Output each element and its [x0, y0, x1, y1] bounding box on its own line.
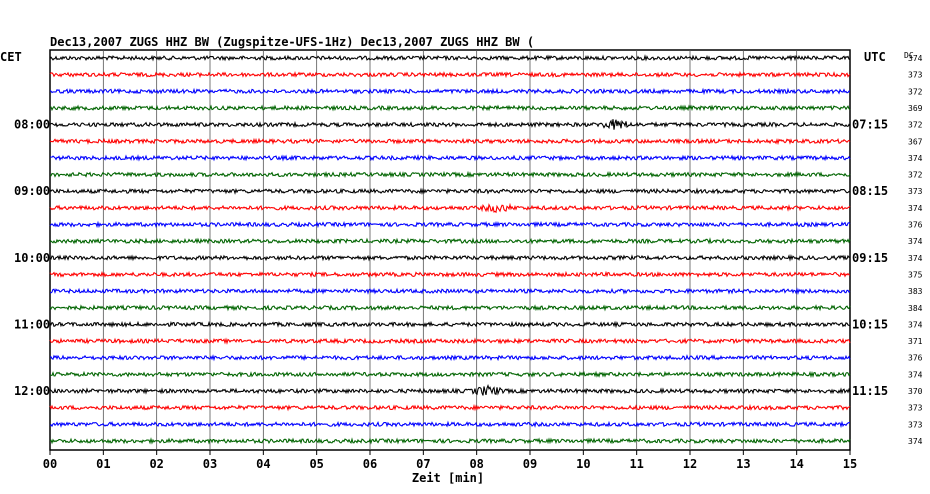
trace-row-0 — [49, 54, 851, 62]
dc-value: 374 — [908, 254, 923, 263]
right-hour-label: 07:15 — [852, 118, 888, 132]
x-tick-label: 08 — [469, 457, 483, 471]
dc-value: 374 — [908, 237, 923, 246]
right-hour-label: 11:15 — [852, 384, 888, 398]
chart-title: Dec13,2007 ZUGS HHZ BW (Zugspitze-UFS-1H… — [50, 35, 534, 49]
trace-row-21 — [49, 403, 851, 412]
x-tick-label: 07 — [416, 457, 430, 471]
left-timezone-label: CET — [0, 50, 22, 64]
dc-value: 383 — [908, 287, 923, 296]
right-hour-label: 09:15 — [852, 251, 888, 265]
dc-value: 369 — [908, 104, 923, 113]
dc-value: 373 — [908, 420, 923, 429]
dc-value: 376 — [908, 221, 923, 230]
trace-row-14 — [49, 287, 851, 296]
trace-row-11 — [49, 237, 851, 245]
dc-value: 374 — [908, 437, 923, 446]
x-tick-label: 11 — [629, 457, 643, 471]
dc-value: 373 — [908, 71, 923, 80]
trace-row-4 — [49, 119, 851, 130]
dc-value: 375 — [908, 270, 923, 279]
trace-row-1 — [49, 70, 851, 79]
grid-lines — [102, 50, 798, 450]
trace-row-20 — [49, 384, 851, 396]
trace-row-3 — [49, 104, 851, 112]
dc-value: 372 — [908, 87, 923, 96]
trace-row-18 — [49, 354, 851, 362]
x-tick-label: 01 — [96, 457, 110, 471]
dc-value: 384 — [908, 304, 923, 313]
dc-value: 374 — [908, 370, 923, 379]
trace-row-19 — [49, 370, 851, 379]
trace-row-23 — [49, 437, 851, 445]
trace-row-9 — [49, 202, 851, 214]
trace-rows — [49, 54, 851, 445]
trace-row-10 — [49, 220, 851, 229]
x-tick-label: 14 — [789, 457, 803, 471]
left-hour-label: 11:00 — [14, 317, 50, 331]
right-hour-labels: 07:15 08:15 09:15 10:15 11:15 — [852, 118, 888, 398]
trace-row-13 — [49, 270, 851, 278]
right-hour-label: 08:15 — [852, 184, 888, 198]
left-hour-label: 09:00 — [14, 184, 50, 198]
plot-frame — [49, 49, 851, 451]
dc-value: 374 — [908, 154, 923, 163]
plot-border — [49, 49, 851, 451]
x-tick-label: 13 — [736, 457, 750, 471]
dc-value: 371 — [908, 337, 923, 346]
x-tick-label: 10 — [576, 457, 590, 471]
dc-value: 370 — [908, 387, 923, 396]
trace-row-22 — [49, 420, 851, 429]
dc-value: 374 — [908, 320, 923, 329]
x-tick-label: 06 — [363, 457, 377, 471]
trace-row-17 — [49, 337, 851, 345]
x-tick-label: 03 — [203, 457, 217, 471]
left-hour-label: 12:00 — [14, 384, 50, 398]
dc-value: 374 — [908, 204, 923, 213]
x-tick-label: 12 — [683, 457, 697, 471]
dc-value: 373 — [908, 404, 923, 413]
x-axis: 00 01 02 03 04 05 06 07 08 09 10 11 12 13 14 15 — [43, 450, 857, 471]
left-hour-labels: 08:00 09:00 10:00 11:00 12:00 — [14, 118, 50, 398]
dc-column-label: DC — [904, 51, 914, 60]
trace-row-2 — [49, 87, 851, 96]
x-tick-label: 15 — [843, 457, 857, 471]
x-tick-label: 02 — [149, 457, 163, 471]
dc-value: 374 — [908, 54, 923, 63]
trace-row-16 — [49, 320, 851, 329]
trace-row-5 — [49, 137, 851, 146]
dc-value: 376 — [908, 354, 923, 363]
right-timezone-label: UTC — [864, 50, 886, 64]
x-tick-label: 05 — [309, 457, 323, 471]
right-hour-label: 10:15 — [852, 317, 888, 331]
dc-value: 372 — [908, 171, 923, 180]
x-tick-label: 00 — [43, 457, 57, 471]
x-axis-label: Zeit [min] — [412, 471, 484, 485]
dc-values: 374 373 372 369 372 367 374 372 373 374 376 374 374 3… — [908, 54, 923, 446]
dc-value: 373 — [908, 187, 923, 196]
trace-row-15 — [49, 304, 851, 312]
left-hour-label: 10:00 — [14, 251, 50, 265]
x-tick-label: 09 — [523, 457, 537, 471]
trace-row-8 — [49, 187, 851, 195]
trace-row-7 — [49, 170, 851, 179]
trace-row-12 — [49, 253, 851, 262]
x-tick-label: 04 — [256, 457, 270, 471]
left-hour-label: 08:00 — [14, 118, 50, 132]
dc-value: 367 — [908, 137, 923, 146]
dc-value: 372 — [908, 121, 923, 130]
trace-row-6 — [49, 154, 851, 162]
